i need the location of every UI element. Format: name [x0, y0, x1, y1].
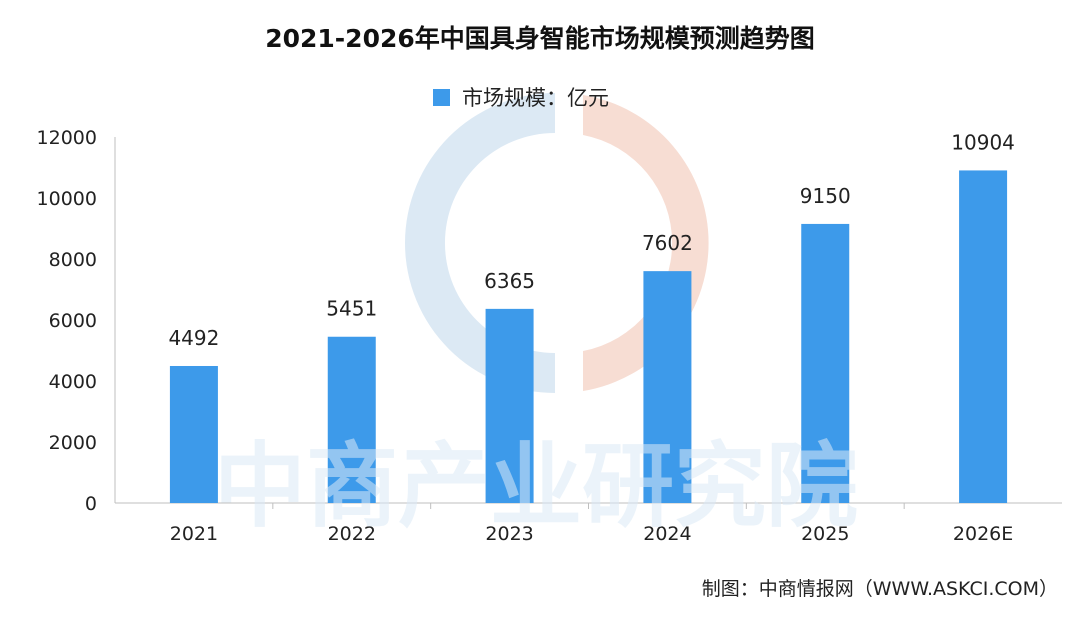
x-ticks: 2021 2022 2023 2024 2025 2026E [170, 503, 1013, 545]
x-tick-label: 2024 [643, 523, 691, 545]
y-tick-label: 6000 [49, 310, 97, 332]
data-label: 4492 [168, 326, 219, 350]
y-tick-label: 12000 [37, 127, 97, 149]
y-tick-label: 4000 [49, 371, 97, 393]
y-tick-label: 8000 [49, 249, 97, 271]
source-note: 制图：中商情报网（WWW.ASKCI.COM） [702, 578, 1058, 600]
bar [169, 365, 218, 503]
chart-title: 2021-2026年中国具身智能市场规模预测趋势图 [265, 24, 815, 53]
data-labels: 4492 5451 6365 7602 9150 10904 [168, 130, 1014, 350]
bar [801, 223, 850, 504]
data-label: 9150 [800, 184, 851, 208]
watermark-text: 中商产业研究院 [214, 433, 858, 540]
x-tick-label: 2022 [328, 523, 376, 545]
bars [169, 170, 1008, 504]
x-tick-label: 2023 [485, 523, 533, 545]
watermark-arc-blue [405, 93, 555, 393]
x-tick-label: 2025 [801, 523, 849, 545]
x-tick-label: 2026E [953, 523, 1013, 545]
x-tick-label: 2021 [170, 523, 218, 545]
bar [959, 170, 1008, 504]
data-label: 10904 [951, 130, 1015, 154]
data-label: 6365 [484, 269, 535, 293]
y-ticks: 0 2000 4000 6000 8000 10000 12000 [37, 127, 97, 515]
bar [485, 308, 534, 503]
y-tick-label: 2000 [49, 432, 97, 454]
legend-swatch [433, 89, 450, 106]
bar [327, 336, 376, 503]
y-tick-label: 10000 [37, 188, 97, 210]
data-label: 7602 [642, 231, 693, 255]
legend-label: 市场规模：亿元 [462, 86, 609, 110]
data-label: 5451 [326, 297, 377, 321]
bar [643, 271, 692, 503]
legend: 市场规模：亿元 [433, 86, 609, 110]
y-tick-label: 0 [85, 493, 97, 515]
